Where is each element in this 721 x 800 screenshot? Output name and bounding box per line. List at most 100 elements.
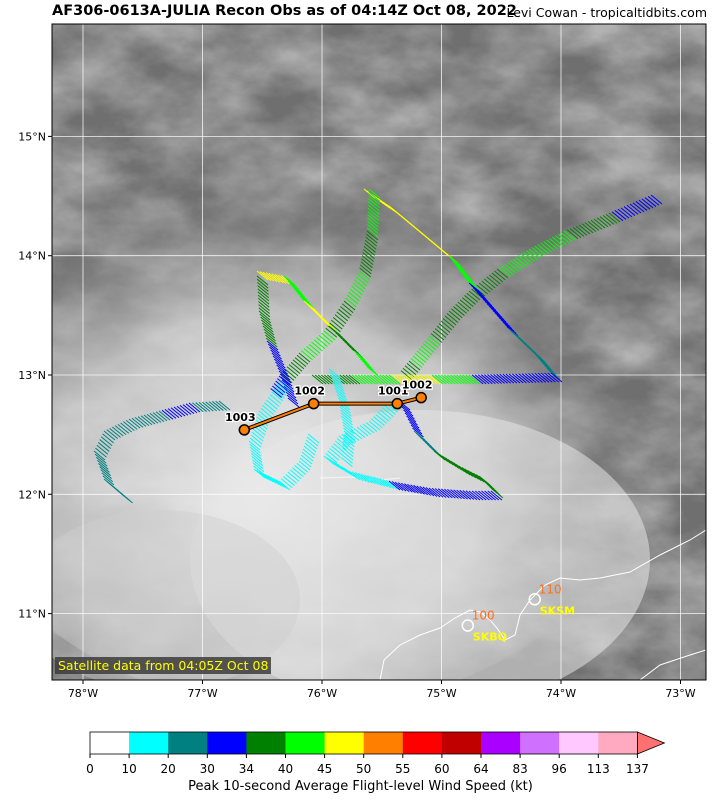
wind-barb [560, 232, 573, 242]
wind-barb [420, 345, 433, 356]
wind-barb [373, 374, 385, 385]
wind-barb [407, 483, 419, 494]
wind-barb [256, 270, 269, 281]
wind-barb [344, 432, 357, 443]
wind-barb [271, 391, 284, 402]
wind-barb [360, 473, 373, 484]
wind-barb [305, 439, 318, 450]
wind-barb [464, 295, 476, 305]
wind-barb [546, 367, 559, 378]
wind-barb [279, 373, 292, 384]
axis-labels: 78°W 77°W 76°W 75°W 74°W 73°W 15°N 14°N 13°N 12°N… [18, 130, 696, 700]
wind-barb [257, 294, 270, 305]
wind-barb [408, 360, 421, 371]
wind-barb [494, 312, 507, 323]
wind-barb [373, 476, 385, 487]
wind-barb [410, 374, 422, 385]
wind-barb [357, 355, 370, 366]
wind-barb [533, 352, 546, 363]
wind-barb [346, 294, 359, 305]
wind-barb [284, 388, 297, 399]
wind-barb [306, 346, 318, 356]
pressure-obs-marker [415, 391, 427, 404]
wind-barb [294, 357, 307, 367]
wind-barb [584, 222, 597, 232]
wind-barb [447, 374, 459, 385]
wind-barb [412, 355, 425, 366]
wind-barb [444, 488, 456, 499]
wind-barb [544, 372, 556, 383]
wind-barb [620, 207, 633, 218]
wind-barb [331, 445, 343, 456]
wind-barb [416, 485, 429, 496]
wind-barb [329, 448, 341, 458]
wind-barb [121, 493, 133, 504]
wind-barb [134, 417, 147, 427]
pressure-obs-marker [307, 397, 320, 410]
wind-barb [440, 374, 453, 385]
wind-barb [510, 260, 522, 271]
wind-barb [352, 282, 365, 293]
wind-barb [504, 324, 517, 334]
wind-barb [287, 280, 300, 291]
wind-barb [614, 210, 627, 220]
wind-barb [459, 374, 472, 385]
wind-barb [276, 364, 288, 375]
lon-label: 75°W [426, 687, 456, 700]
wind-barb [296, 354, 309, 365]
colorbar-tick-label: 10 [121, 762, 137, 776]
colorbar-tick-label: 113 [586, 762, 610, 776]
wind-barb [362, 360, 374, 371]
wind-barb [416, 374, 429, 385]
wind-barb [453, 374, 465, 385]
wind-barb [257, 281, 269, 292]
wind-barb [453, 306, 465, 316]
wind-barb [276, 383, 289, 394]
wind-barb [575, 225, 588, 236]
wind-barb [308, 343, 321, 354]
wind-barb [376, 477, 389, 488]
colorbar-segment [168, 732, 208, 754]
wind-barb [258, 301, 270, 311]
wind-barb [552, 236, 564, 247]
wind-barb [462, 374, 475, 385]
wind-barb [250, 449, 262, 460]
wind-barb [434, 328, 447, 338]
wind-barb [528, 248, 541, 259]
wind-barb [554, 235, 567, 245]
wind-barb [515, 256, 527, 267]
wind-barb [271, 352, 284, 363]
wind-barb [275, 380, 287, 391]
wind-barb [99, 466, 111, 476]
wind-barb [286, 394, 299, 405]
wind-barb [617, 208, 630, 219]
wind-barb [287, 397, 300, 408]
wind-barb [455, 303, 467, 314]
wind-barb [457, 301, 470, 312]
wind-barb [481, 490, 493, 501]
wind-barb [422, 374, 435, 385]
wind-barb [330, 375, 343, 385]
wind-barb [502, 265, 514, 276]
wind-barb [301, 298, 314, 308]
wind-barb [285, 391, 298, 402]
wind-barb [486, 303, 499, 314]
wind-barb [635, 201, 648, 211]
wind-barb [343, 300, 356, 311]
wind-barb [360, 358, 372, 369]
wind-barb [540, 242, 552, 253]
wind-barb [358, 270, 371, 281]
wind-barb [268, 272, 281, 283]
wind-barb [323, 330, 336, 341]
wind-barb [351, 285, 363, 296]
colorbar-segment [481, 732, 521, 754]
wind-barb [459, 270, 472, 281]
wind-barb [146, 413, 159, 424]
wind-barb [605, 213, 618, 224]
wind-barb [332, 316, 345, 327]
wind-barb [278, 380, 291, 391]
colorbar-tick-label: 45 [316, 762, 333, 776]
wind-barb [280, 478, 293, 489]
wind-barb [462, 297, 474, 308]
wind-barb [117, 423, 130, 434]
